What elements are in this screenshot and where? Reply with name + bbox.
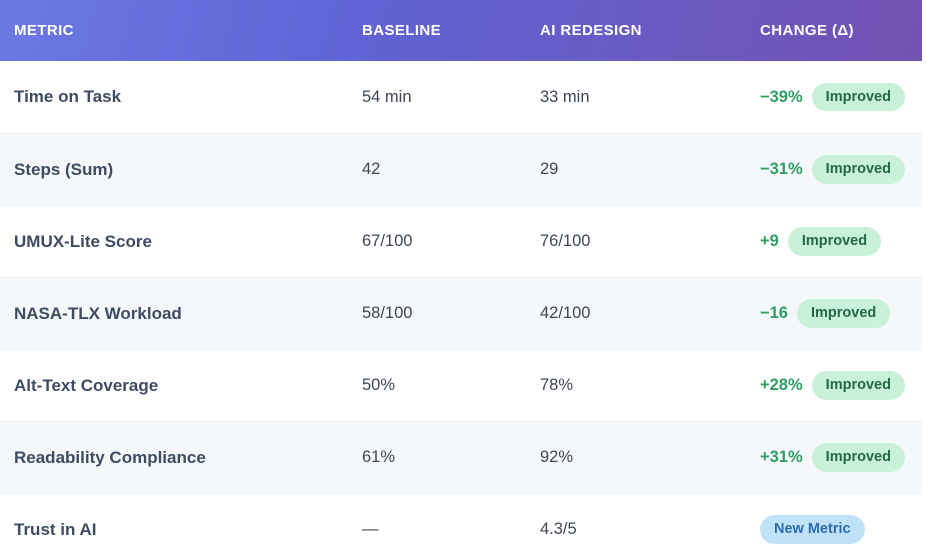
metric-name: UMUX-Lite Score — [14, 231, 152, 251]
status-badge: New Metric — [760, 515, 865, 544]
table-header-row: METRIC BASELINE AI REDESIGN CHANGE (Δ) — [0, 0, 922, 61]
status-badge: Improved — [811, 82, 905, 112]
table-row: Trust in AI — 4.3/5 New Metric — [0, 493, 922, 560]
column-header-baseline: BASELINE — [362, 22, 442, 39]
baseline-value: 61% — [362, 448, 396, 466]
delta-value: +31% — [760, 448, 803, 466]
table-row: NASA-TLX Workload 58/100 42/100 −16 Impr… — [0, 277, 922, 349]
status-badge: Improved — [811, 443, 905, 472]
baseline-value: 54 min — [362, 87, 412, 106]
column-header-metric: METRIC — [14, 22, 74, 39]
metric-name: NASA-TLX Workload — [14, 303, 182, 323]
change-cell: New Metric — [746, 515, 922, 544]
redesign-value: 33 min — [540, 87, 590, 106]
status-badge: Improved — [787, 227, 882, 256]
column-header-change: CHANGE (Δ) — [760, 22, 854, 39]
redesign-value: 92% — [540, 448, 574, 466]
table-body: Time on Task 54 min 33 min −39% Improved… — [0, 61, 922, 560]
delta-value: −16 — [760, 304, 788, 322]
delta-value: −39% — [760, 87, 803, 106]
table-row: Time on Task 54 min 33 min −39% Improved — [0, 61, 922, 133]
change-cell: −16 Improved — [746, 299, 922, 328]
metric-name: Alt-Text Coverage — [14, 375, 159, 395]
redesign-value: 29 — [540, 160, 559, 178]
metric-name: Time on Task — [14, 87, 122, 106]
delta-value: +28% — [760, 376, 803, 394]
baseline-value: 58/100 — [362, 304, 413, 322]
metric-name: Steps (Sum) — [14, 159, 114, 179]
status-badge: Improved — [811, 155, 905, 184]
delta-value: +9 — [760, 232, 779, 250]
redesign-value: 78% — [540, 376, 574, 394]
change-cell: +31% Improved — [746, 443, 922, 472]
baseline-value: 67/100 — [362, 232, 413, 250]
change-cell: +9 Improved — [746, 227, 922, 256]
change-cell: −39% Improved — [746, 82, 922, 112]
table-row: Alt-Text Coverage 50% 78% +28% Improved — [0, 349, 922, 421]
column-header-ai-redesign: AI REDESIGN — [540, 22, 642, 39]
table-row: UMUX-Lite Score 67/100 76/100 +9 Improve… — [0, 205, 922, 277]
status-badge: Improved — [797, 299, 891, 328]
table-row: Steps (Sum) 42 29 −31% Improved — [0, 133, 922, 205]
table-row: Readability Compliance 61% 92% +31% Impr… — [0, 421, 922, 493]
metric-name: Trust in AI — [14, 519, 97, 539]
redesign-value: 4.3/5 — [540, 520, 577, 538]
change-cell: −31% Improved — [746, 155, 922, 184]
status-badge: Improved — [811, 371, 905, 400]
delta-value: −31% — [760, 160, 803, 178]
redesign-value: 42/100 — [540, 304, 591, 322]
baseline-value: 50% — [362, 376, 396, 394]
baseline-value: — — [362, 520, 379, 538]
redesign-value: 76/100 — [540, 232, 591, 250]
metric-name: Readability Compliance — [14, 447, 206, 467]
change-cell: +28% Improved — [746, 371, 922, 400]
baseline-value: 42 — [362, 160, 381, 178]
